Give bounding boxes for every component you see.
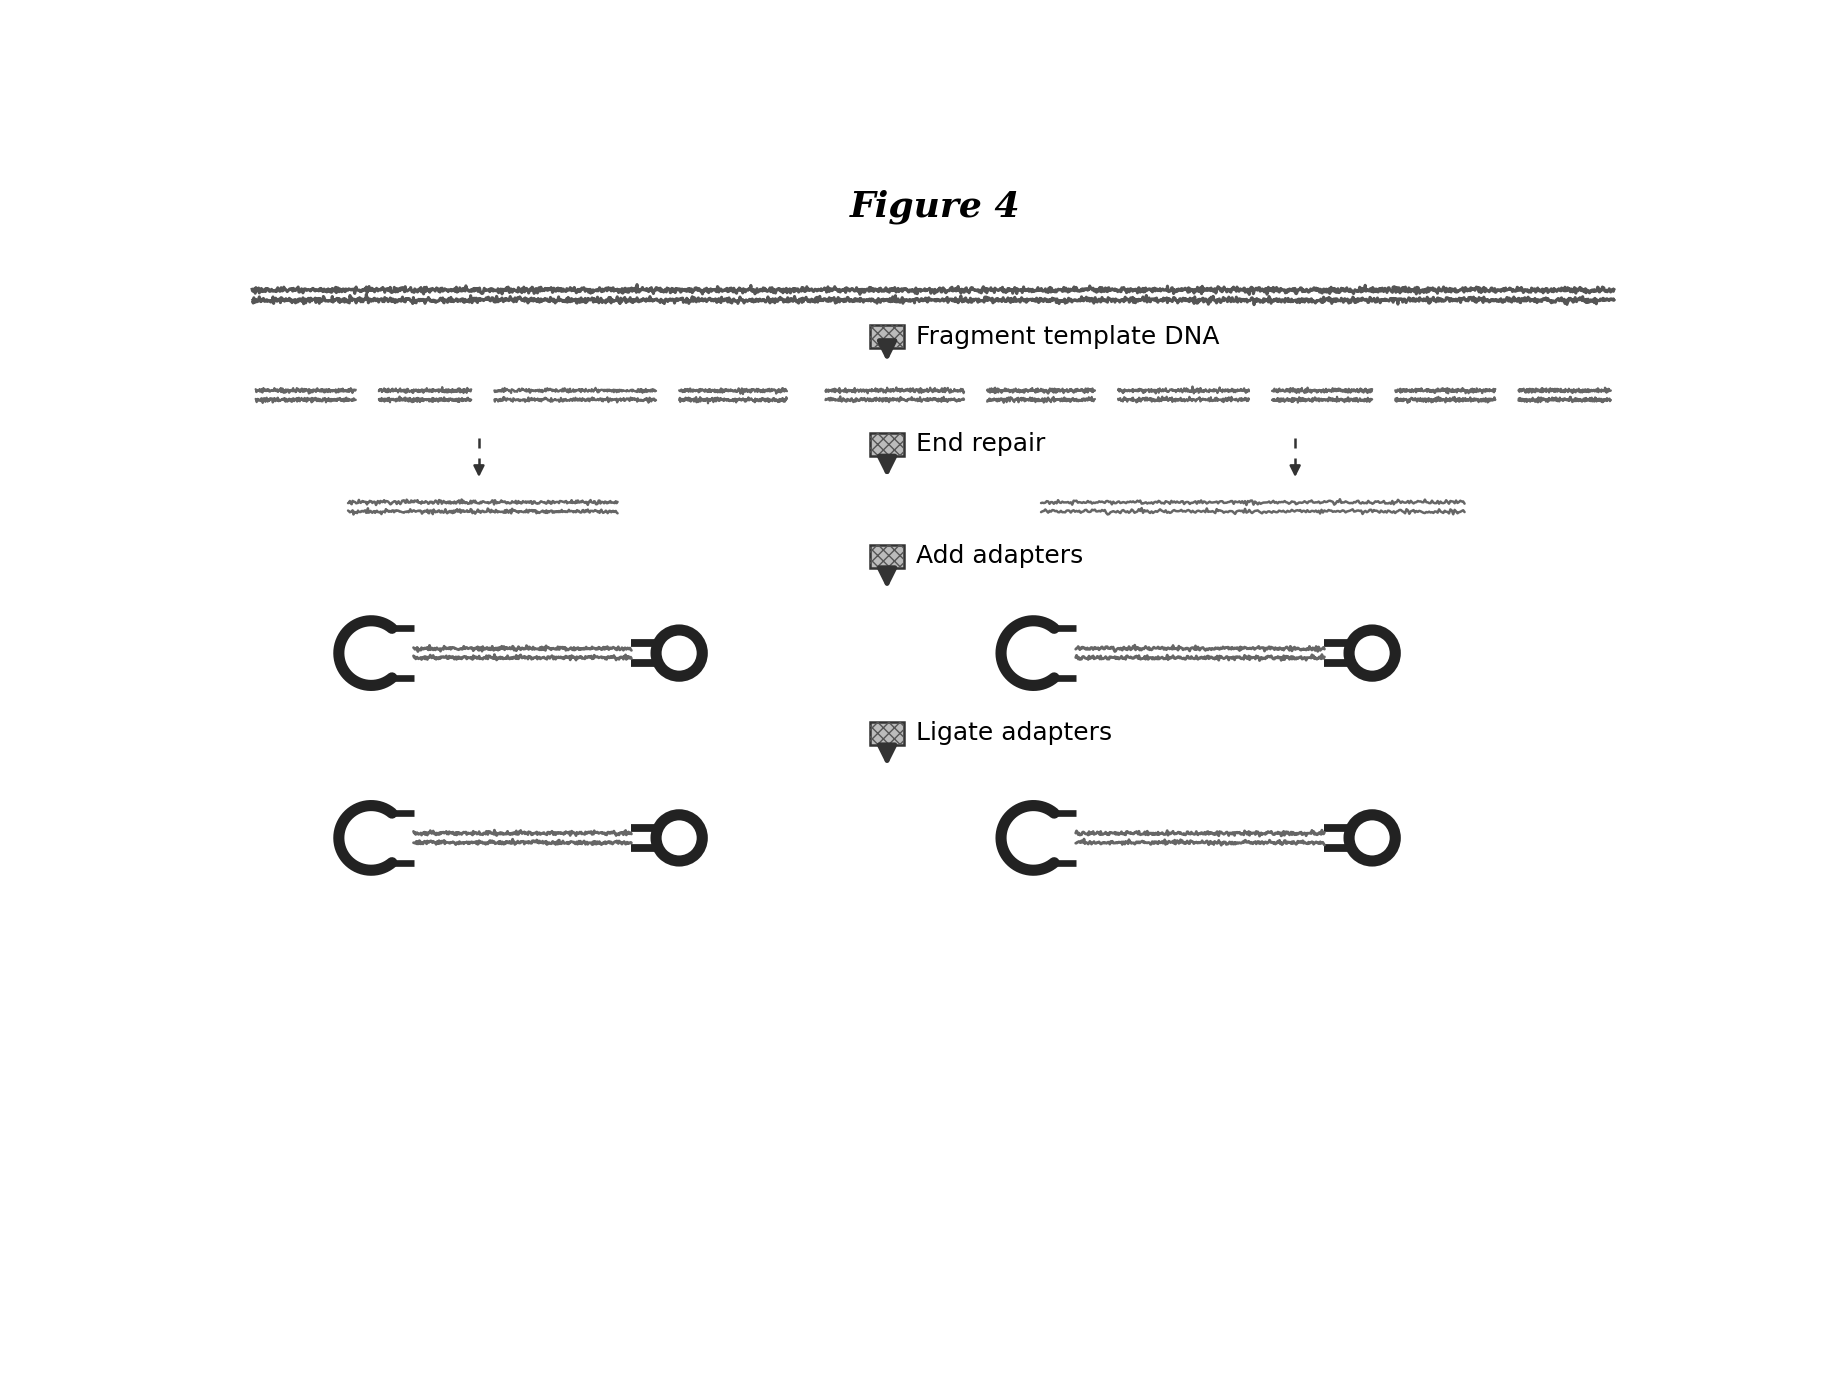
FancyBboxPatch shape — [870, 433, 904, 456]
FancyBboxPatch shape — [870, 721, 904, 745]
Text: Ligate adapters: Ligate adapters — [915, 721, 1112, 745]
FancyBboxPatch shape — [870, 325, 904, 349]
Text: Add adapters: Add adapters — [915, 545, 1083, 568]
FancyBboxPatch shape — [870, 545, 904, 567]
Text: Fragment template DNA: Fragment template DNA — [915, 325, 1220, 349]
Text: End repair: End repair — [915, 433, 1045, 456]
Text: Figure 4: Figure 4 — [850, 189, 1019, 224]
